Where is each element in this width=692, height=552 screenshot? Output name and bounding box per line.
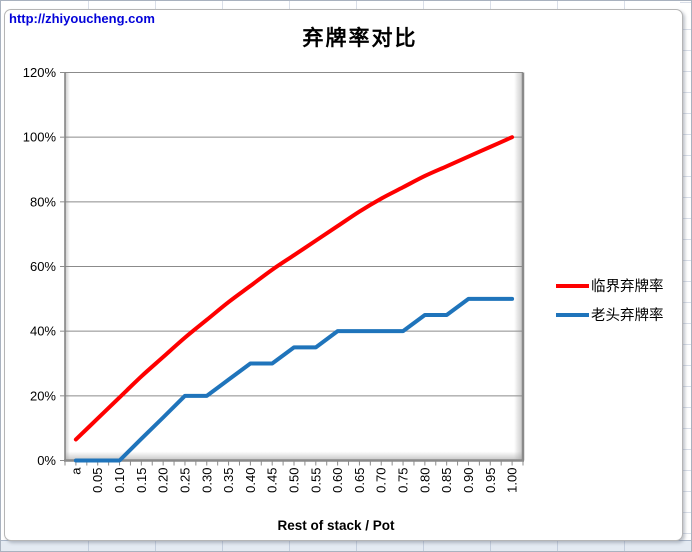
x-tick-label: 0.30 <box>199 468 214 493</box>
x-tick-label: 0.45 <box>265 468 280 493</box>
plot-area: 0% 20% 40% 60% 80% 100% 120% a 0.05 0.10 0.15 0.20 0… <box>23 65 525 493</box>
y-tick-label: 80% <box>30 194 56 209</box>
y-tick-label: 20% <box>30 388 56 403</box>
x-tick-label: a <box>68 467 83 475</box>
watermark-link[interactable]: http://zhiyoucheng.com <box>9 11 155 26</box>
x-tick-label: 0.25 <box>177 468 192 493</box>
x-tick-label: 0.15 <box>134 468 149 493</box>
series-line-0[interactable] <box>73 135 515 442</box>
y-tick-label: 120% <box>23 65 57 80</box>
x-tick-label: 0.35 <box>221 468 236 493</box>
x-tick-label: 0.75 <box>396 468 411 493</box>
x-tick-label: 0.40 <box>243 468 258 493</box>
x-tick-label: 0.60 <box>330 468 345 493</box>
legend-item-laotou[interactable]: 老头弃牌率 <box>556 302 664 327</box>
series-line-1[interactable] <box>73 296 515 463</box>
x-axis-title: Rest of stack / Pot <box>277 518 395 533</box>
x-tick-label: 0.80 <box>417 468 432 493</box>
y-tick-label: 40% <box>30 324 56 339</box>
x-tick-label: 0.55 <box>308 468 323 493</box>
x-tick-label: 0.10 <box>112 468 127 493</box>
x-tick-label: 0.85 <box>439 468 454 493</box>
chart-canvas[interactable]: http://zhiyoucheng.com 弃牌率对比 0% 20% 40% 60%… <box>4 9 683 541</box>
chart-title: 弃牌率对比 <box>302 26 418 50</box>
plot-bevel-bottom <box>65 451 523 461</box>
x-tick-label: 0.05 <box>90 468 105 493</box>
y-tick-label: 100% <box>23 130 57 145</box>
x-tick-label: 0.50 <box>287 468 302 493</box>
legend-swatch-red-line <box>556 283 589 288</box>
y-tick-label: 0% <box>37 453 56 468</box>
y-tick-label: 60% <box>30 259 56 274</box>
legend: 临界弃牌率 老头弃牌率 <box>556 273 664 327</box>
x-tick-label: 0.20 <box>156 468 171 493</box>
legend-label: 临界弃牌率 <box>591 279 664 295</box>
x-tick-label: 1.00 <box>505 468 520 493</box>
x-tick-label: 0.90 <box>461 468 476 493</box>
x-tick-label: 0.65 <box>352 468 367 493</box>
worksheet-grid-top <box>1 1 691 10</box>
legend-item-critical[interactable]: 临界弃牌率 <box>556 273 664 298</box>
legend-swatch-blue-line <box>556 312 589 317</box>
legend-label: 老头弃牌率 <box>591 308 664 324</box>
worksheet-grid-right <box>680 1 691 551</box>
x-tick-label: 0.95 <box>483 468 498 493</box>
x-tick-label: 0.70 <box>374 468 389 493</box>
